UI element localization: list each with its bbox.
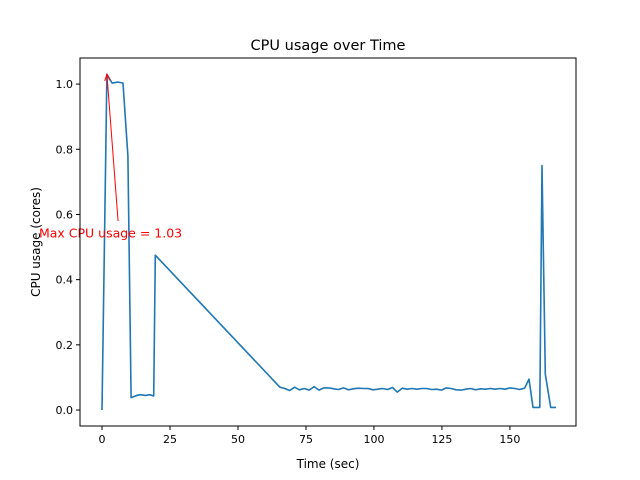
- x-tick-label: 75: [299, 433, 313, 446]
- annotation-arrowhead: [104, 73, 111, 82]
- x-axis-label: Time (sec): [296, 457, 360, 471]
- x-tick-label: 0: [99, 433, 106, 446]
- y-tick-label: 0.2: [56, 339, 74, 352]
- y-tick-label: 0.4: [56, 274, 74, 287]
- x-tick-label: 25: [163, 433, 177, 446]
- x-tick-label: 50: [231, 433, 245, 446]
- x-tick-label: 100: [363, 433, 384, 446]
- x-tick-label: 150: [499, 433, 520, 446]
- y-tick-label: 1.0: [56, 78, 74, 91]
- series-line-cpu-usage: [101, 73, 557, 411]
- y-tick-label: 0.6: [56, 208, 74, 221]
- axes-frame: [79, 57, 577, 427]
- y-tick-label: 0.8: [56, 143, 74, 156]
- x-tick-label: 125: [431, 433, 452, 446]
- annotation-label: Max CPU usage = 1.03: [39, 225, 182, 240]
- annotation-arrow: [106, 74, 119, 222]
- y-tick-label: 0.0: [56, 404, 74, 417]
- chart-title: CPU usage over Time: [251, 38, 406, 54]
- y-axis-label: CPU usage (cores): [29, 187, 43, 297]
